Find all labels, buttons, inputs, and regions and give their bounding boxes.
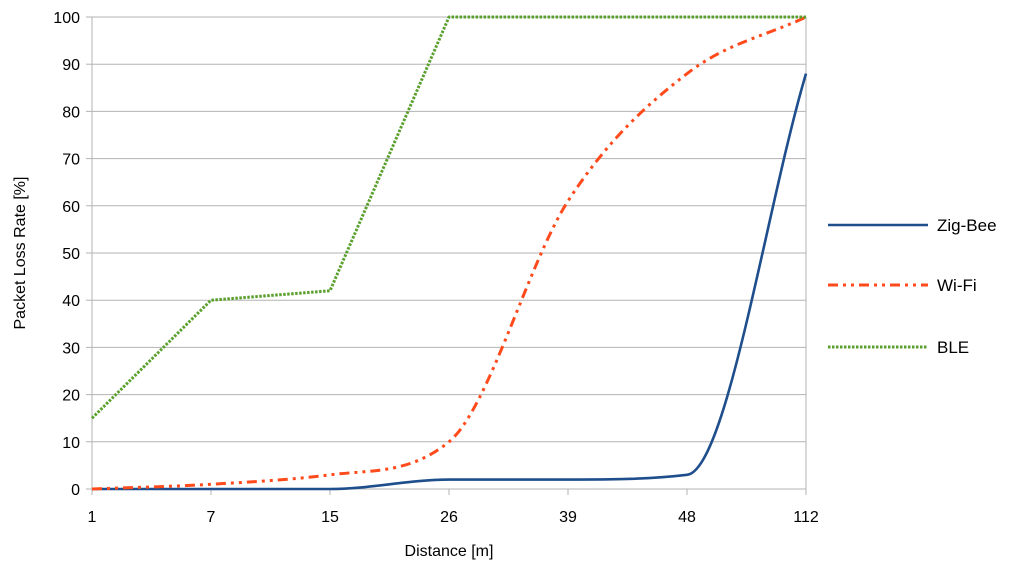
series-line-wi-fi — [91, 15, 807, 491]
x-tick-label-48: 48 — [678, 509, 696, 526]
y-tick-label-80: 80 — [62, 104, 80, 121]
axes-layer — [86, 16, 807, 495]
y-tick-label-40: 40 — [62, 293, 80, 310]
legend-label-ble: BLE — [937, 338, 969, 357]
y-tick-label-30: 30 — [62, 340, 80, 357]
x-tick-label-26: 26 — [440, 509, 458, 526]
series-line-ble — [90, 15, 806, 420]
y-tick-label-90: 90 — [62, 57, 80, 74]
y-tick-label-50: 50 — [62, 246, 80, 263]
series-line-zig-bee — [92, 73, 808, 491]
x-axis-title: Distance [m] — [405, 543, 494, 560]
y-tick-label-0: 0 — [71, 482, 80, 499]
y-tick-label-70: 70 — [62, 152, 80, 169]
series-layer — [90, 15, 808, 491]
y-tick-label-100: 100 — [53, 10, 80, 27]
y-tick-label-20: 20 — [62, 388, 80, 405]
y-tick-label-60: 60 — [62, 199, 80, 216]
tick-labels-layer: 0 10 20 30 40 50 60 70 80 90 100 1 7 15 26 39 48 112 — [53, 10, 819, 526]
legend: Zig-Bee Wi-Fi BLE — [828, 216, 997, 357]
y-axis-title: Packet Loss Rate [%] — [12, 177, 29, 330]
x-tick-label-7: 7 — [207, 509, 216, 526]
x-tick-label-39: 39 — [559, 509, 577, 526]
grid-layer — [92, 16, 806, 490]
x-tick-label-112: 112 — [793, 509, 819, 526]
y-tick-label-10: 10 — [62, 435, 80, 452]
x-tick-label-1: 1 — [88, 509, 97, 526]
x-tick-label-15: 15 — [321, 509, 339, 526]
legend-label-wi-fi: Wi-Fi — [937, 276, 977, 295]
legend-label-zig-bee: Zig-Bee — [937, 216, 997, 235]
